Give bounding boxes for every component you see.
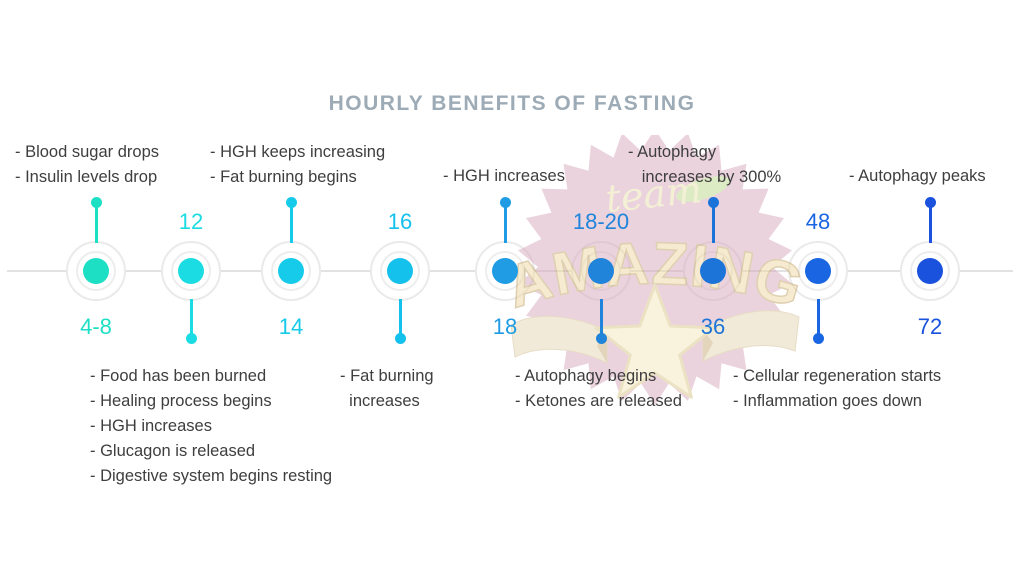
node-ring-inner [76, 251, 116, 291]
node-dot [387, 258, 413, 284]
page-title: HOURLY BENEFITS OF FASTING [328, 92, 696, 115]
node-ring-inner [271, 251, 311, 291]
node-ring-inner [380, 251, 420, 291]
node-hours-label: 72 [917, 314, 943, 339]
node-stem-enddot [91, 197, 102, 208]
node-stem [190, 299, 193, 339]
node-notes: - Cellular regeneration starts - Inflamm… [733, 367, 942, 410]
node-notes: - Autophagy increases by 300% [628, 143, 782, 186]
node-notes: - Blood sugar drops - Insulin levels dro… [15, 143, 159, 186]
node-dot [278, 258, 304, 284]
node-hours-label: 12 [178, 209, 204, 234]
node-stem [712, 203, 715, 243]
node-stem-enddot [186, 333, 197, 344]
node-hours-label: 16 [387, 209, 413, 234]
node-ring-inner [910, 251, 950, 291]
node-dot [492, 258, 518, 284]
node-hours-label: 18-20 [572, 209, 630, 234]
node-notes: - Food has been burned - Healing process… [90, 367, 333, 485]
node-ring-inner [798, 251, 838, 291]
node-dot [700, 258, 726, 284]
node-stem [290, 203, 293, 243]
node-stem [95, 203, 98, 243]
node-notes: - Autophagy begins - Ketones are release… [515, 367, 682, 410]
node-stem [504, 203, 507, 243]
node-stem-enddot [708, 197, 719, 208]
node-hours-label: 18 [492, 314, 518, 339]
node-notes: - HGH keeps increasing - Fat burning beg… [210, 143, 386, 186]
node-dot [805, 258, 831, 284]
node-dot [83, 258, 109, 284]
node-stem-enddot [813, 333, 824, 344]
node-stem [399, 299, 402, 339]
node-notes: - HGH increases [443, 167, 565, 185]
node-dot [588, 258, 614, 284]
node-stem [600, 299, 603, 339]
node-stem-enddot [596, 333, 607, 344]
node-hours-label: 48 [805, 209, 831, 234]
node-dot [178, 258, 204, 284]
node-stem-enddot [286, 197, 297, 208]
node-notes: - Autophagy peaks [849, 167, 986, 185]
node-ring-inner [171, 251, 211, 291]
node-stem [817, 299, 820, 339]
node-stem [929, 203, 932, 243]
watermark-main-word: AMAZING [505, 229, 805, 322]
node-hours-label: 36 [700, 314, 726, 339]
svg-text:AMAZING: AMAZING [505, 230, 805, 321]
node-notes: - Fat burning increases [340, 367, 434, 410]
node-stem-enddot [500, 197, 511, 208]
node-stem-enddot [925, 197, 936, 208]
node-dot [917, 258, 943, 284]
node-hours-label: 4-8 [80, 314, 112, 339]
node-hours-label: 14 [278, 314, 304, 339]
node-stem-enddot [395, 333, 406, 344]
